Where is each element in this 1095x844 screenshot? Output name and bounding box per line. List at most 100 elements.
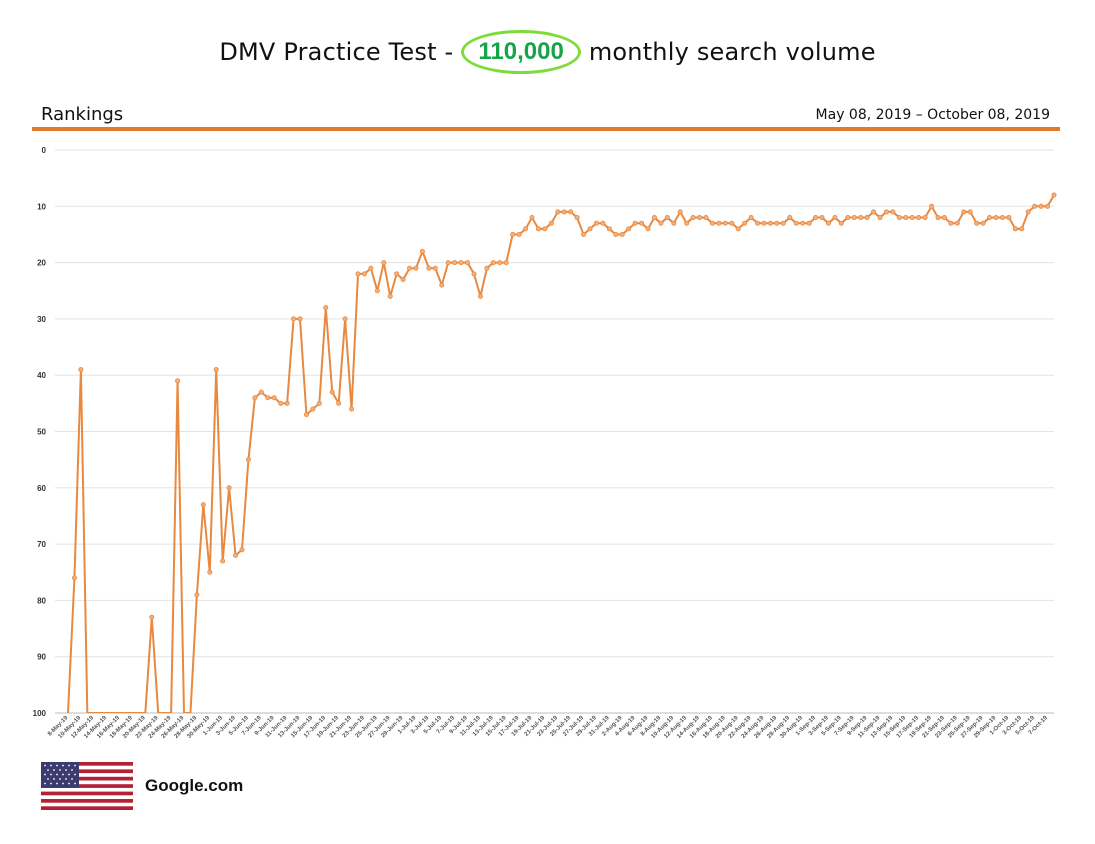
series-line: [67, 194, 1055, 713]
data-point: [716, 220, 722, 226]
data-point: [800, 220, 806, 226]
data-point: [445, 260, 451, 266]
data-point: [793, 220, 799, 226]
data-point: [78, 367, 84, 373]
data-point: [516, 231, 522, 237]
data-point: [619, 231, 625, 237]
data-point: [748, 215, 754, 221]
date-range-label: May 08, 2019 – October 08, 2019: [815, 107, 1050, 123]
data-point: [194, 592, 200, 598]
data-point: [271, 395, 277, 401]
data-point: [845, 215, 851, 221]
data-point: [948, 220, 954, 226]
footer: Google.com: [41, 762, 243, 810]
data-point: [1019, 226, 1025, 232]
data-point: [349, 406, 355, 412]
y-tick-label: 100: [33, 709, 47, 718]
data-point: [780, 220, 786, 226]
title-prefix: DMV Practice Test -: [219, 38, 454, 66]
data-point: [400, 276, 406, 282]
data-point: [323, 305, 329, 311]
data-point: [987, 215, 993, 221]
data-point: [935, 215, 941, 221]
chart-title: DMV Practice Test - 110,000 monthly sear…: [0, 22, 1095, 82]
y-tick-label: 10: [37, 202, 46, 211]
data-point: [413, 265, 419, 271]
data-point: [426, 265, 432, 271]
data-point: [929, 203, 935, 209]
data-point: [465, 260, 471, 266]
data-point: [742, 220, 748, 226]
data-point: [613, 231, 619, 237]
data-point: [825, 220, 831, 226]
data-point: [806, 220, 812, 226]
data-point: [497, 260, 503, 266]
data-point: [207, 569, 213, 575]
data-point: [626, 226, 632, 232]
data-point: [542, 226, 548, 232]
data-point: [297, 316, 303, 322]
data-point: [368, 265, 374, 271]
data-point: [999, 215, 1005, 221]
y-tick-label: 0: [42, 146, 47, 155]
data-point: [213, 367, 219, 373]
data-point: [278, 400, 284, 406]
data-point: [555, 209, 561, 215]
data-point: [1051, 192, 1057, 198]
data-point: [697, 215, 703, 221]
data-point: [310, 406, 316, 412]
data-point: [677, 209, 683, 215]
data-point: [645, 226, 651, 232]
data-point: [684, 220, 690, 226]
data-point: [561, 209, 567, 215]
data-point: [568, 209, 574, 215]
data-point: [439, 282, 445, 288]
data-point: [458, 260, 464, 266]
data-point: [291, 316, 297, 322]
data-point: [245, 457, 251, 463]
y-tick-label: 70: [37, 540, 46, 549]
data-point: [316, 400, 322, 406]
data-point: [877, 215, 883, 221]
data-point: [252, 395, 258, 401]
data-point: [851, 215, 857, 221]
y-tick-label: 20: [37, 259, 46, 268]
data-point: [342, 316, 348, 322]
data-point: [523, 226, 529, 232]
data-point: [909, 215, 915, 221]
data-point: [916, 215, 922, 221]
data-point: [587, 226, 593, 232]
data-point: [419, 248, 425, 254]
header-divider: [32, 127, 1060, 131]
data-point: [787, 215, 793, 221]
data-point: [651, 215, 657, 221]
data-point: [233, 552, 239, 558]
data-point: [503, 260, 509, 266]
data-point: [813, 215, 819, 221]
data-point: [452, 260, 458, 266]
data-point: [735, 226, 741, 232]
data-point: [671, 220, 677, 226]
y-tick-label: 60: [37, 484, 46, 493]
data-point: [303, 412, 309, 418]
search-volume-highlight: 110,000: [461, 30, 581, 74]
data-point: [967, 209, 973, 215]
data-point: [71, 575, 77, 581]
data-point: [1045, 203, 1051, 209]
data-point: [548, 220, 554, 226]
data-point: [896, 215, 902, 221]
data-point: [490, 260, 496, 266]
data-point: [510, 231, 516, 237]
data-point: [529, 215, 535, 221]
data-point: [993, 215, 999, 221]
data-point: [220, 558, 226, 564]
data-point: [871, 209, 877, 215]
data-point: [600, 220, 606, 226]
data-point: [858, 215, 864, 221]
data-point: [890, 209, 896, 215]
data-point: [1025, 209, 1031, 215]
data-point: [774, 220, 780, 226]
data-point: [200, 502, 206, 508]
y-tick-label: 40: [37, 371, 46, 380]
data-point: [722, 220, 728, 226]
